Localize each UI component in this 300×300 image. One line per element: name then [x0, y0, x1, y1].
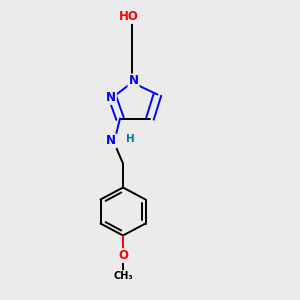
Text: O: O: [118, 249, 128, 262]
Text: N: N: [106, 134, 116, 148]
Text: N: N: [128, 74, 139, 88]
Text: CH₃: CH₃: [114, 271, 134, 281]
Text: N: N: [106, 91, 116, 104]
Text: H: H: [126, 134, 135, 144]
Text: HO: HO: [119, 10, 139, 23]
